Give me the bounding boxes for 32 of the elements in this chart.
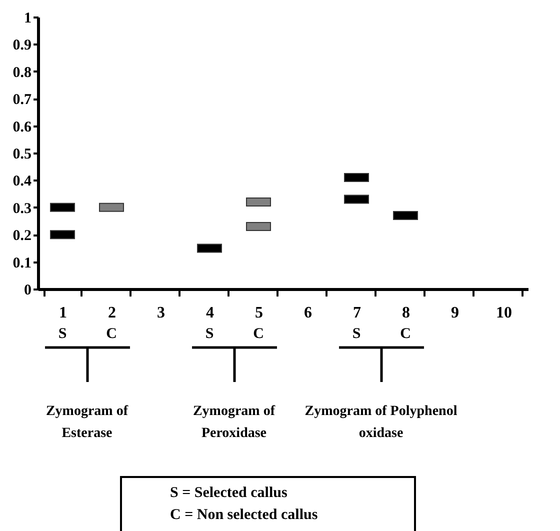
y-tick-label: 0.9 <box>12 38 32 54</box>
x-tick-label: 6 <box>304 304 312 322</box>
y-tick-label: 0.4 <box>12 174 32 190</box>
text: S <box>58 326 67 343</box>
y-tick-label: 0 <box>24 282 32 298</box>
x-tick-label: 3 <box>157 304 165 322</box>
x-tick-label: 10 <box>496 304 512 322</box>
y-tick-label: 0.6 <box>12 119 32 136</box>
x-tick-label: 9 <box>451 304 459 322</box>
y-tick-label: 0.8 <box>12 64 32 81</box>
text: S <box>205 326 214 343</box>
y-tick-label: 0.3 <box>12 200 32 217</box>
x-tick-label: 7 <box>353 304 361 322</box>
text: C <box>400 326 411 343</box>
text: C <box>106 326 117 343</box>
y-tick-label: 0.1 <box>12 255 32 272</box>
x-tick-label: 5 <box>255 304 263 322</box>
text: S = Selected callus <box>170 484 288 503</box>
x-tick-label: 1 <box>59 304 67 322</box>
x-tick-label: 8 <box>402 304 410 322</box>
text: S <box>352 326 361 343</box>
y-tick-label: 0.7 <box>12 92 32 108</box>
text: C <box>253 326 264 343</box>
y-tick-label: 1 <box>24 10 32 26</box>
text: C = Non selected callus <box>170 506 319 525</box>
text: Zymogram of Esterase <box>44 403 130 443</box>
y-tick-label: 0.5 <box>12 146 32 162</box>
x-tick-label: 2 <box>108 304 116 322</box>
x-tick-label: 4 <box>206 304 214 322</box>
text: Zymogram of Polyphenol oxidase <box>304 403 458 443</box>
text: Zymogram of Peroxidase <box>192 403 276 443</box>
y-tick-label: 0.2 <box>12 228 32 244</box>
